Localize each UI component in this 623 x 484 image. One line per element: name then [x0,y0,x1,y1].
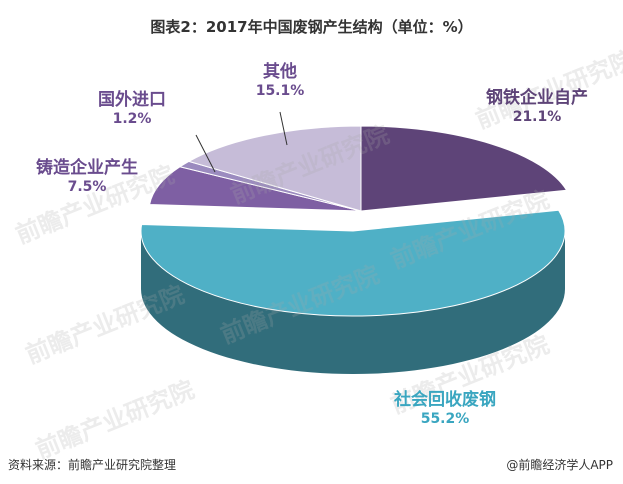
slice-label-foundry: 铸造企业产生 7.5% [12,158,162,197]
leader-line [279,111,288,146]
source-note: 资料来源：前瞻产业研究院整理 [8,458,177,472]
slice-value: 21.1% [512,109,562,126]
slice-value: 7.5% [67,179,107,196]
slice-label-steel-enterprise: 钢铁企业自产 21.1% [452,88,622,127]
pie-slice [140,209,566,317]
pie-slice [360,125,568,212]
slice-value: 15.1% [255,83,305,100]
slice-name: 铸造企业产生 [36,158,138,178]
credit-note: @前瞻经济学人APP [506,458,613,472]
slice-name: 钢铁企业自产 [486,88,588,108]
slice-value: 55.2% [420,411,470,428]
leader-line [195,134,216,173]
pie-slice [149,166,362,212]
slice-label-import: 国外进口 1.2% [72,90,192,129]
slice-label-other: 其他 15.1% [235,62,325,101]
pie-slice [187,125,362,212]
slice-name: 其他 [263,62,297,82]
slice-label-social-recycling: 社会回收废钢 55.2% [360,390,530,429]
slice-name: 社会回收废钢 [394,390,496,410]
slice-name: 国外进口 [98,90,166,110]
chart-title: 图表2：2017年中国废钢产生结构（单位：%） [150,18,473,36]
slice-value: 1.2% [112,111,152,128]
pie-slice-side [141,231,565,374]
